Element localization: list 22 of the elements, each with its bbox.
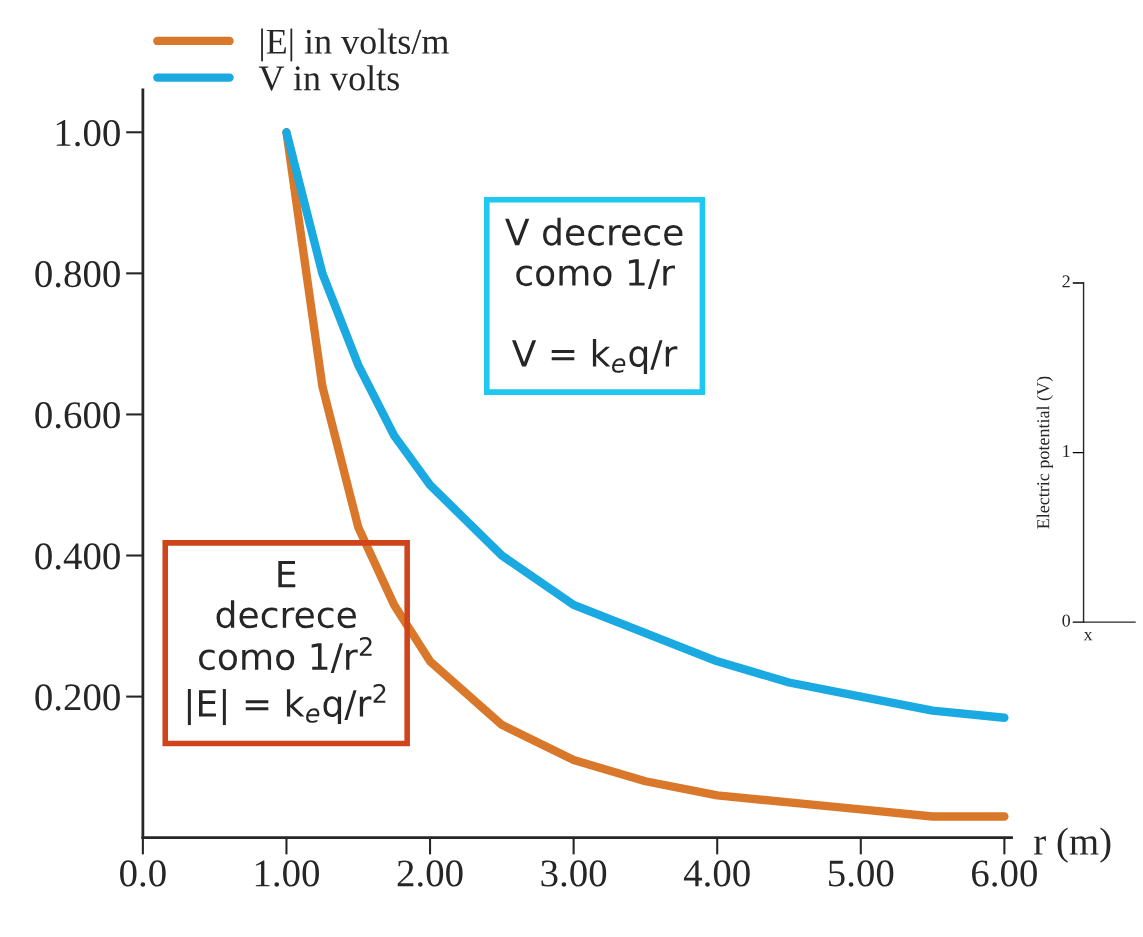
x-axis-title: r (m) <box>1034 827 1111 863</box>
x-tick-label: 3.00 <box>541 860 607 887</box>
x-tick-label: 5.00 <box>829 860 894 887</box>
y-tick-label: 0.400 <box>35 543 120 570</box>
y-tick-label: 0.800 <box>35 260 120 288</box>
x-tick-label: 6.00 <box>972 860 1037 887</box>
y-tick-label: 1.00 <box>56 119 120 147</box>
y-tick-label: 0.600 <box>35 402 120 429</box>
text: 2 <box>1062 275 1070 288</box>
text: E decrece como 1/r$^{2}$ |E| = k$_{e}$q/r$^{2}$ <box>187 560 386 726</box>
x-tick-label: 1.00 <box>255 860 319 887</box>
y-tick-label: 0.200 <box>35 684 120 711</box>
legend-label: V in volts <box>258 65 399 91</box>
legend-label: |E| in volts/m <box>261 28 449 62</box>
text: 0 <box>1062 614 1071 627</box>
x-tick-label: 0.0 <box>120 860 166 887</box>
text: V decrece como 1/r V = k$_{e}$q/r <box>505 217 683 375</box>
text: Electric potential (V) <box>1036 376 1054 529</box>
x-tick-label: 4.00 <box>683 860 750 887</box>
text: x <box>1083 631 1093 641</box>
x-tick-label: 2.00 <box>397 860 463 887</box>
text: 1 <box>1063 444 1070 457</box>
